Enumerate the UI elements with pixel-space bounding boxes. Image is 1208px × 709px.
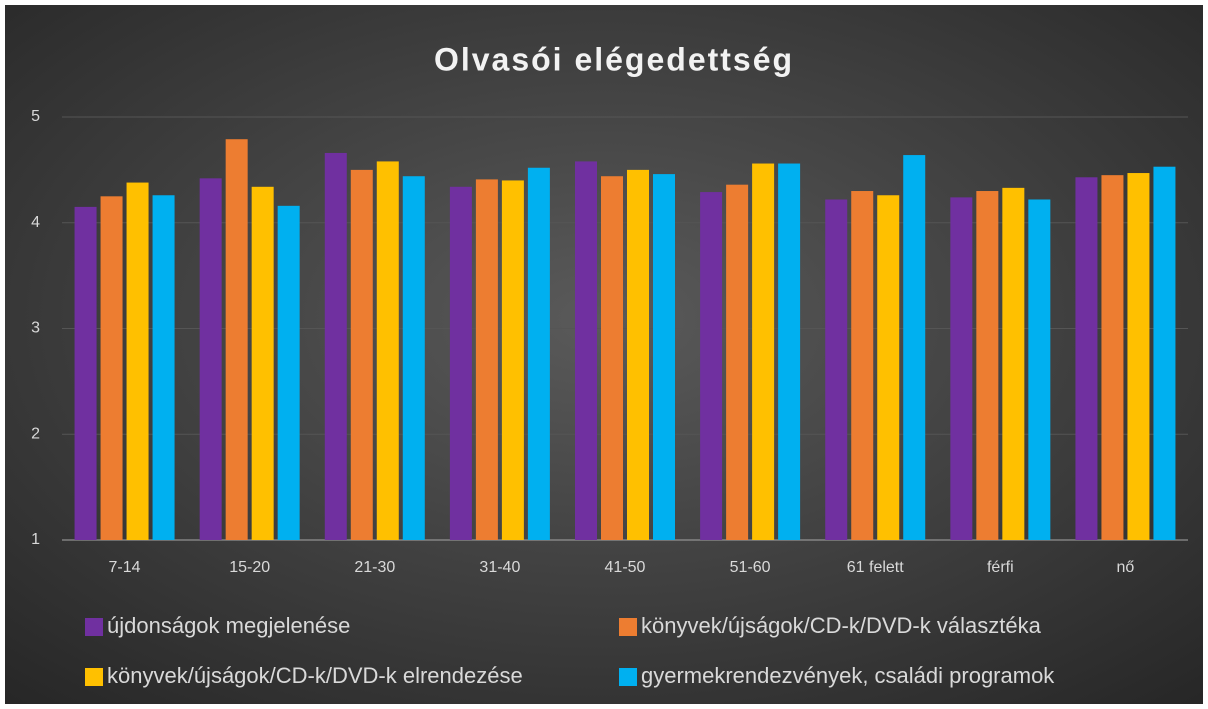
bar [1028,199,1051,541]
bar [1127,173,1150,541]
legend-label: gyermekrendezvények, családi programok [641,663,1055,688]
bar [1075,177,1098,540]
bar [877,195,900,540]
bar [126,182,149,540]
bar [601,176,623,540]
legend-swatch [85,618,103,636]
y-tick-label: 2 [31,425,40,442]
bar [225,139,248,540]
x-tick-label: 21-30 [354,559,395,576]
bar [653,174,675,541]
bar [350,169,373,540]
bar [726,184,749,540]
bar [376,161,399,541]
bar [825,199,848,541]
x-tick-label: nő [1117,559,1135,576]
bar [152,195,175,540]
bar [851,191,874,540]
x-tick-label: 31-40 [479,559,520,576]
bar [1002,187,1025,541]
legend-swatch [619,668,637,686]
bar [199,178,222,540]
x-tick-label: 51-60 [730,559,771,576]
bar [575,161,597,541]
bar [402,176,425,540]
y-tick-label: 4 [31,214,40,231]
legend-swatch [619,618,637,636]
bar [903,155,926,540]
bar [501,180,524,540]
bar [778,163,801,540]
legend-label: újdonságok megjelenése [107,613,350,638]
bar [74,206,97,540]
bar [1101,175,1124,540]
bar [475,179,498,540]
y-tick-label: 5 [31,108,40,125]
bar [251,186,274,541]
bar [950,197,973,540]
bar [100,196,123,540]
x-tick-label: férfi [987,559,1014,576]
bar [277,205,300,540]
bar [1153,166,1176,540]
bar [752,163,775,540]
legend-label: könyvek/újságok/CD-k/DVD-k választéka [641,613,1042,638]
x-tick-label: 41-50 [605,559,646,576]
bar [627,169,649,540]
x-tick-label: 61 felett [847,559,904,576]
y-tick-label: 3 [31,320,40,337]
bar [976,191,999,540]
legend-label: könyvek/újságok/CD-k/DVD-k elrendezése [107,663,523,688]
bar [324,152,347,540]
bar [449,186,472,541]
bar [700,192,723,540]
x-tick-label: 7-14 [109,559,141,576]
y-tick-label: 1 [31,531,40,548]
chart-title: Olvasói elégedettség [434,41,794,77]
bar [527,167,550,540]
legend-swatch [85,668,103,686]
x-tick-label: 15-20 [229,559,270,576]
